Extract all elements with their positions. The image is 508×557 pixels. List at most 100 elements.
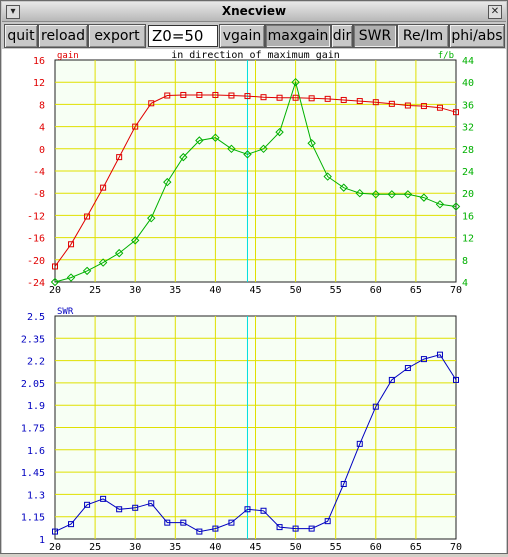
data-point-square bbox=[260, 94, 267, 101]
x-tick-label: 40 bbox=[209, 542, 221, 553]
data-point-square bbox=[164, 519, 171, 526]
data-point-diamond bbox=[66, 273, 76, 282]
data-point-diamond bbox=[307, 139, 316, 148]
y-tick-label-left: -8 bbox=[33, 189, 45, 200]
x-tick-label: 45 bbox=[249, 285, 261, 296]
data-point-square bbox=[164, 92, 171, 99]
quit-button[interactable]: quit bbox=[4, 24, 38, 48]
x-tick-label: 60 bbox=[370, 542, 382, 553]
x-tick-label: 25 bbox=[89, 285, 101, 296]
vgain-button[interactable]: vgain bbox=[219, 24, 265, 48]
data-point-square bbox=[212, 91, 219, 98]
y-tick-label-left: 16 bbox=[33, 56, 45, 67]
data-point-square bbox=[132, 504, 139, 511]
data-point-square bbox=[292, 525, 299, 532]
y-tick-label-left: -16 bbox=[27, 234, 45, 245]
data-point-square bbox=[260, 507, 267, 514]
data-point-square bbox=[276, 94, 283, 101]
data-point-square bbox=[68, 521, 75, 528]
data-point-square bbox=[340, 96, 347, 103]
data-point-square bbox=[52, 263, 58, 270]
data-point-square bbox=[324, 95, 331, 102]
x-tick-label: 50 bbox=[290, 542, 302, 553]
chart-title: in direction of maximum gain bbox=[171, 50, 340, 61]
y-tick-label-right: 4 bbox=[462, 278, 468, 289]
y-tick-label-left: -20 bbox=[27, 256, 45, 267]
y-tick-label-right: 12 bbox=[462, 234, 474, 245]
y-tick-label-right: 44 bbox=[462, 56, 474, 67]
data-point-square bbox=[308, 95, 315, 102]
data-point-square bbox=[292, 94, 299, 101]
data-point-diamond bbox=[211, 133, 220, 142]
x-tick-label: 65 bbox=[410, 542, 422, 553]
swr-button[interactable]: SWR bbox=[353, 24, 397, 48]
title-bar[interactable]: ▾ Xnecview ✕ bbox=[2, 2, 506, 22]
window-menu-icon[interactable]: ▾ bbox=[6, 5, 20, 19]
close-window-icon[interactable]: ✕ bbox=[488, 5, 502, 19]
data-point-diamond bbox=[82, 266, 92, 276]
data-point-square bbox=[420, 103, 427, 110]
x-tick-label: 55 bbox=[330, 542, 342, 553]
data-point-square bbox=[324, 518, 331, 525]
x-tick-label: 20 bbox=[49, 542, 61, 553]
data-point-diamond bbox=[451, 202, 461, 211]
y-tick-label-left: -4 bbox=[33, 167, 45, 178]
y-tick-label-left: 2.5 bbox=[27, 312, 45, 323]
x-tick-label: 20 bbox=[49, 285, 61, 296]
maxgain-button[interactable]: maxgain bbox=[265, 24, 331, 48]
data-point-square bbox=[100, 184, 107, 191]
phiabs-button[interactable]: phi/abs bbox=[449, 24, 505, 48]
data-point-square bbox=[84, 213, 91, 220]
data-point-diamond bbox=[227, 144, 236, 154]
data-point-square bbox=[388, 100, 395, 107]
z0-input[interactable] bbox=[148, 25, 218, 47]
data-point-diamond bbox=[323, 172, 332, 181]
y-tick-label-left: 2.05 bbox=[21, 379, 45, 390]
y-tick-label-right: 32 bbox=[462, 123, 474, 134]
x-tick-label: 30 bbox=[129, 542, 141, 553]
y-tick-label-left: 2.35 bbox=[21, 334, 45, 345]
data-point-square bbox=[308, 525, 315, 532]
x-tick-label: 45 bbox=[249, 542, 261, 553]
data-point-diamond bbox=[387, 190, 397, 199]
x-tick-label: 40 bbox=[209, 285, 221, 296]
data-point-diamond bbox=[371, 190, 381, 199]
data-point-square bbox=[244, 93, 251, 100]
y-axis-label-left: gain bbox=[57, 51, 79, 61]
data-point-square bbox=[276, 524, 283, 531]
y-tick-label-left: 8 bbox=[39, 100, 45, 111]
x-tick-label: 35 bbox=[169, 285, 181, 296]
data-point-diamond bbox=[259, 144, 268, 154]
data-point-square bbox=[404, 365, 411, 372]
export-button[interactable]: export bbox=[88, 24, 146, 48]
data-point-square bbox=[180, 519, 187, 526]
data-point-square bbox=[436, 351, 443, 358]
y-tick-label-right: 40 bbox=[462, 78, 474, 89]
data-point-square bbox=[356, 440, 363, 447]
data-point-diamond bbox=[179, 152, 188, 162]
y-tick-label-left: 1.15 bbox=[21, 513, 45, 524]
y-tick-label-left: 1.45 bbox=[21, 468, 45, 479]
reim-button[interactable]: Re/Im bbox=[397, 24, 449, 48]
reload-button[interactable]: reload bbox=[38, 24, 88, 48]
y-tick-label-left: 1.6 bbox=[27, 446, 45, 457]
data-point-diamond bbox=[243, 150, 252, 159]
y-axis-label-right: f/b bbox=[438, 51, 454, 61]
dir-button[interactable]: dir bbox=[331, 24, 353, 48]
data-point-diamond bbox=[339, 183, 348, 192]
data-point-square bbox=[132, 123, 139, 130]
x-tick-label: 60 bbox=[370, 285, 382, 296]
data-point-square bbox=[212, 525, 219, 532]
y-tick-label-right: 16 bbox=[462, 211, 474, 222]
data-point-square bbox=[100, 495, 107, 502]
y-tick-label-right: 24 bbox=[462, 167, 474, 178]
toolbar: quit reload export vgain maxgain dir SWR… bbox=[2, 23, 506, 49]
data-point-square bbox=[116, 154, 123, 161]
y-tick-label-right: 28 bbox=[462, 145, 474, 156]
window-title: Xnecview bbox=[221, 4, 287, 18]
x-tick-label: 65 bbox=[410, 285, 422, 296]
data-point-diamond bbox=[419, 193, 429, 202]
data-point-square bbox=[148, 500, 155, 507]
data-point-diamond bbox=[435, 200, 445, 209]
y-tick-label-left: -24 bbox=[27, 278, 45, 289]
